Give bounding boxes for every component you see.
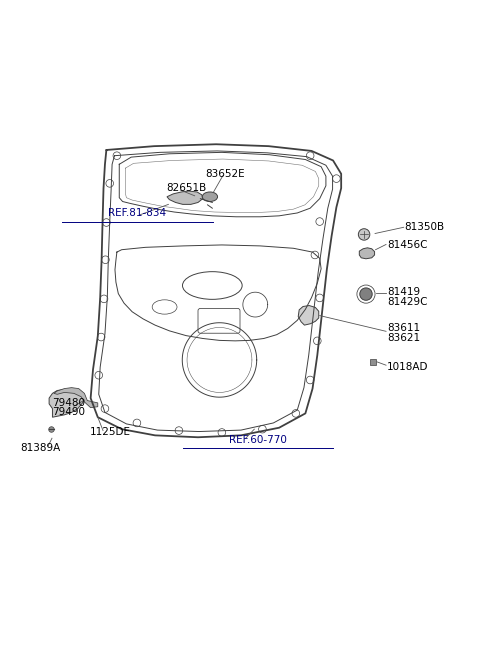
Polygon shape bbox=[360, 248, 374, 259]
Text: 1125DE: 1125DE bbox=[90, 426, 131, 436]
Text: 81419: 81419 bbox=[387, 287, 420, 297]
Polygon shape bbox=[298, 305, 319, 325]
Text: 1018AD: 1018AD bbox=[387, 362, 429, 371]
FancyBboxPatch shape bbox=[370, 359, 376, 365]
Text: 83652E: 83652E bbox=[205, 169, 244, 179]
Text: 79480: 79480 bbox=[52, 398, 84, 408]
Ellipse shape bbox=[202, 192, 217, 202]
Ellipse shape bbox=[359, 229, 370, 240]
Text: 79490: 79490 bbox=[52, 407, 84, 417]
Polygon shape bbox=[167, 191, 203, 204]
Polygon shape bbox=[54, 388, 98, 407]
Circle shape bbox=[360, 288, 372, 300]
Text: 81350B: 81350B bbox=[405, 222, 445, 233]
Polygon shape bbox=[49, 390, 84, 417]
Text: REF.81-834: REF.81-834 bbox=[108, 208, 167, 218]
Text: REF.60-770: REF.60-770 bbox=[229, 435, 287, 445]
Text: 81429C: 81429C bbox=[387, 297, 428, 307]
Text: 83611: 83611 bbox=[387, 324, 420, 333]
Text: 81389A: 81389A bbox=[20, 443, 60, 453]
Text: 82651B: 82651B bbox=[167, 183, 207, 193]
Text: 83621: 83621 bbox=[387, 333, 420, 343]
Text: 81456C: 81456C bbox=[387, 240, 428, 250]
